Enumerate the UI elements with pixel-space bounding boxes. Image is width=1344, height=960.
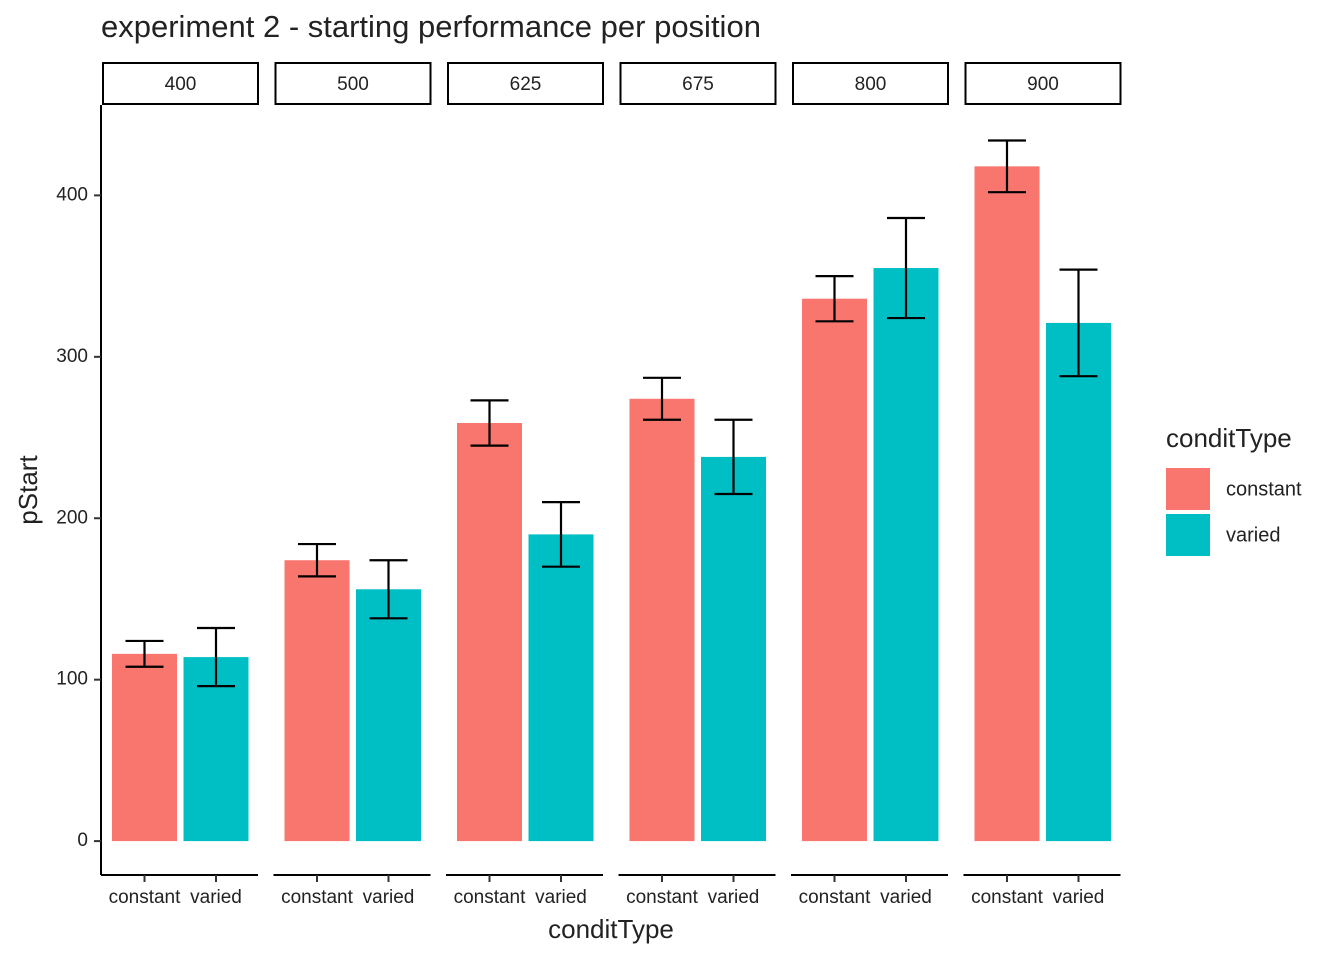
x-tick-label: constant — [626, 887, 699, 908]
error-bar — [988, 139, 1026, 194]
chart-title: experiment 2 - starting performance per … — [101, 9, 761, 44]
strip-box — [792, 62, 949, 105]
strip-box — [102, 62, 259, 105]
facet-label: 800 — [855, 74, 887, 95]
bar — [873, 268, 939, 842]
x-tick-label: varied — [363, 887, 415, 908]
y-tick-label: 200 — [56, 507, 88, 528]
x-tick-label: constant — [799, 887, 872, 908]
strip-box — [274, 62, 432, 105]
x-tick-label: varied — [535, 887, 587, 908]
facet-label: 675 — [682, 74, 714, 95]
bar — [112, 653, 177, 842]
bar — [974, 166, 1040, 842]
facet-label: 400 — [165, 74, 197, 95]
legend-label: constant — [1226, 478, 1302, 500]
error-bar — [887, 216, 925, 320]
facet-label: 900 — [1027, 74, 1059, 95]
facet-label: 500 — [337, 74, 369, 95]
x-tick-label: constant — [454, 887, 527, 908]
legend-key — [1166, 468, 1210, 510]
y-tick-label: 100 — [56, 669, 88, 690]
error-bar — [714, 418, 753, 496]
x-tick-label: constant — [971, 887, 1044, 908]
error-bar — [542, 501, 580, 568]
x-tick-label: varied — [708, 887, 760, 908]
x-tick-label: varied — [880, 887, 932, 908]
error-bar — [298, 542, 336, 578]
bar — [457, 423, 522, 842]
legend-key — [1166, 514, 1210, 556]
legend-label: varied — [1226, 524, 1280, 546]
x-tick-label: varied — [1053, 887, 1105, 908]
strip-box — [619, 62, 777, 105]
bar — [528, 534, 594, 842]
bar — [284, 560, 350, 842]
x-tick-label: constant — [281, 887, 354, 908]
y-axis-title: pStart — [13, 455, 43, 525]
bar — [802, 298, 867, 842]
y-tick-label: 0 — [77, 830, 88, 851]
error-bar — [643, 376, 681, 421]
error-bar — [1059, 268, 1098, 378]
facet-label: 625 — [510, 74, 542, 95]
error-bar — [369, 559, 408, 620]
bar — [701, 456, 766, 842]
legend-title: conditType — [1166, 423, 1292, 453]
bar — [183, 657, 249, 842]
x-tick-label: constant — [109, 887, 182, 908]
y-tick-label: 300 — [56, 346, 88, 367]
error-bar — [470, 399, 509, 447]
error-bar — [197, 626, 235, 688]
error-bar — [125, 639, 164, 668]
bar — [356, 589, 421, 842]
strip-box — [964, 62, 1122, 105]
bar — [629, 398, 695, 842]
x-tick-label: varied — [190, 887, 242, 908]
x-axis-title: conditType — [548, 914, 674, 944]
bar — [1046, 322, 1111, 842]
y-tick-label: 400 — [56, 184, 88, 205]
strip-box — [447, 62, 604, 105]
error-bar — [815, 275, 854, 323]
